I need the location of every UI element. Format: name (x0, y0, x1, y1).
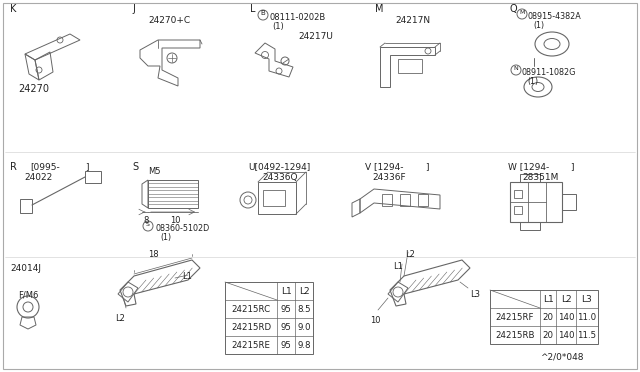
Bar (382, 194, 392, 206)
Text: J: J (132, 4, 135, 14)
Text: V [1294-: V [1294- (365, 162, 403, 171)
Text: 10: 10 (170, 216, 180, 225)
Bar (510, 182, 562, 222)
Text: K: K (10, 4, 17, 14)
Text: 24336Q: 24336Q (262, 173, 298, 182)
Text: (1): (1) (527, 77, 538, 86)
Text: L3: L3 (582, 295, 593, 304)
Text: 95: 95 (280, 305, 291, 314)
Text: 11.5: 11.5 (577, 330, 596, 340)
Text: L2: L2 (405, 250, 415, 259)
Bar (520, 174, 540, 182)
Text: ^2/0*048: ^2/0*048 (540, 352, 584, 361)
Bar (490, 290, 598, 344)
Text: 10: 10 (370, 316, 381, 325)
Bar (225, 282, 313, 354)
Text: 08915-4382A: 08915-4382A (528, 12, 582, 21)
Text: 24270: 24270 (18, 84, 49, 94)
Text: S: S (146, 222, 150, 227)
Text: ]: ] (425, 162, 429, 171)
Text: L: L (250, 4, 255, 14)
Text: 95: 95 (280, 340, 291, 350)
Bar (418, 194, 428, 206)
Bar (20, 199, 32, 213)
Text: L1: L1 (393, 262, 403, 271)
Bar (520, 222, 540, 230)
Text: 24336F: 24336F (372, 173, 406, 182)
Text: 140: 140 (557, 312, 574, 321)
Text: L2: L2 (299, 286, 309, 295)
Bar (85, 171, 101, 183)
Text: 20: 20 (543, 330, 554, 340)
Text: 8: 8 (143, 216, 148, 225)
Text: 20: 20 (543, 312, 554, 321)
Text: 11.0: 11.0 (577, 312, 596, 321)
Text: 24215RD: 24215RD (231, 323, 271, 331)
Bar (562, 194, 576, 210)
Bar (400, 194, 410, 206)
Text: M: M (375, 4, 383, 14)
Text: B: B (260, 10, 266, 16)
Text: 24217U: 24217U (298, 32, 333, 41)
Text: 18: 18 (148, 250, 159, 259)
Text: ]: ] (570, 162, 573, 171)
Text: L2: L2 (115, 314, 125, 323)
Text: ]: ] (85, 162, 88, 171)
Text: L1: L1 (182, 272, 192, 281)
Text: 24215RB: 24215RB (495, 330, 535, 340)
Text: 08111-0202B: 08111-0202B (270, 13, 326, 22)
Text: M5: M5 (148, 167, 161, 176)
Text: 9.8: 9.8 (297, 340, 311, 350)
Text: M: M (519, 10, 525, 15)
Text: N: N (514, 66, 518, 71)
Text: Q: Q (510, 4, 518, 14)
Bar (514, 190, 522, 198)
Text: F/M6: F/M6 (18, 290, 38, 299)
Text: S: S (132, 162, 138, 172)
Text: 08911-1082G: 08911-1082G (522, 68, 577, 77)
Text: 28351M: 28351M (522, 173, 558, 182)
Text: [0995-: [0995- (30, 162, 60, 171)
Bar (258, 182, 296, 214)
Text: 24215RF: 24215RF (496, 312, 534, 321)
Text: 24215RC: 24215RC (232, 305, 271, 314)
Text: L1: L1 (280, 286, 291, 295)
Text: 24217N: 24217N (395, 16, 430, 25)
Text: 95: 95 (280, 323, 291, 331)
Text: W [1294-: W [1294- (508, 162, 549, 171)
Text: 24215RE: 24215RE (232, 340, 271, 350)
Text: U[0492-1294]: U[0492-1294] (248, 162, 310, 171)
Text: 140: 140 (557, 330, 574, 340)
Text: 24014J: 24014J (10, 264, 41, 273)
Text: 9.0: 9.0 (297, 323, 311, 331)
Text: (1): (1) (272, 22, 284, 31)
Text: 24022: 24022 (24, 173, 52, 182)
Text: L2: L2 (561, 295, 572, 304)
Bar (514, 206, 522, 214)
Text: 08360-5102D: 08360-5102D (155, 224, 209, 233)
Text: (1): (1) (533, 21, 544, 30)
Text: R: R (10, 162, 17, 172)
Text: L1: L1 (543, 295, 554, 304)
Text: L3: L3 (470, 290, 480, 299)
Text: 24270+C: 24270+C (148, 16, 190, 25)
Bar (263, 190, 285, 206)
Text: 8.5: 8.5 (297, 305, 311, 314)
Text: (1): (1) (160, 233, 171, 242)
